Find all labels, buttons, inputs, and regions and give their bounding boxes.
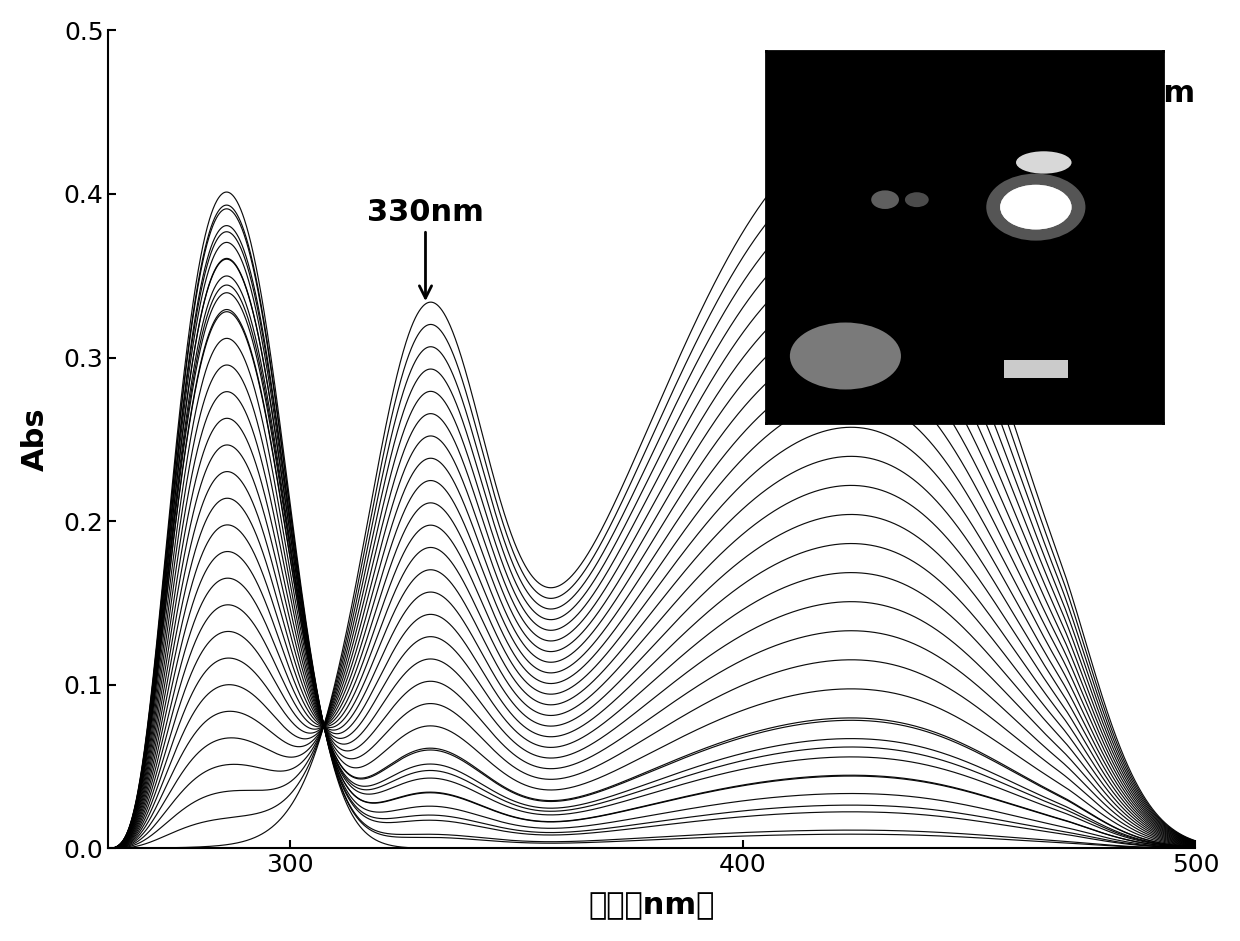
X-axis label: 波长（nm）: 波长（nm） [589,891,715,920]
Text: 415nm: 415nm [816,79,1195,169]
Y-axis label: Abs: Abs [21,407,50,471]
Text: 330nm: 330nm [367,198,484,298]
